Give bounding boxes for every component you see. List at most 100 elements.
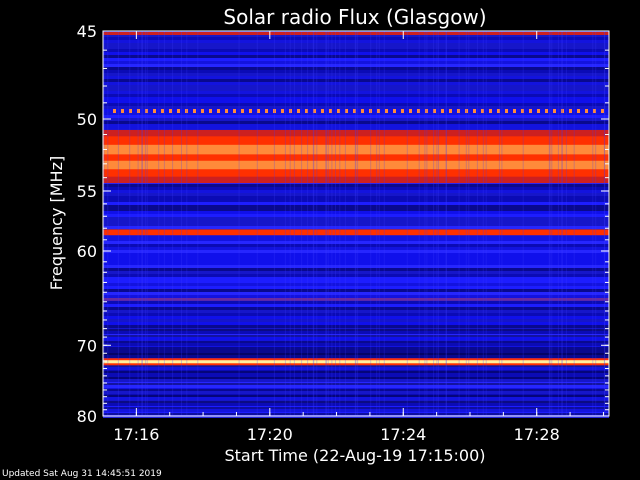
dot-marker	[145, 109, 148, 113]
y-tick-label: 60	[77, 242, 97, 261]
vertical-streak	[146, 31, 148, 416]
dot-marker	[569, 109, 572, 113]
background-row	[103, 289, 609, 292]
dot-marker	[177, 109, 180, 113]
background-row	[103, 193, 609, 196]
background-row	[103, 337, 609, 340]
vertical-streak	[354, 31, 356, 416]
background-row	[103, 244, 609, 247]
y-tick-label: 50	[77, 110, 97, 129]
dot-marker	[481, 109, 484, 113]
background-row	[103, 391, 609, 394]
dot-marker	[201, 109, 204, 113]
dot-marker	[433, 109, 436, 113]
dark-row	[103, 335, 609, 337]
background-row	[103, 343, 609, 346]
x-tick-label: 17:28	[514, 425, 560, 444]
background-row	[103, 94, 609, 97]
dot-marker	[521, 109, 524, 113]
background-row	[103, 331, 609, 334]
dot-marker	[121, 109, 124, 113]
background-row	[103, 37, 609, 40]
vertical-streak	[501, 31, 503, 416]
background-row	[103, 262, 609, 265]
background-row	[103, 304, 609, 307]
vertical-streak	[549, 31, 551, 416]
vertical-streak	[426, 31, 428, 416]
dot-marker	[369, 109, 372, 113]
dot-marker	[297, 109, 300, 113]
background-row	[103, 277, 609, 280]
background-row	[103, 196, 609, 199]
vertical-streak	[595, 31, 597, 416]
vertical-streak	[103, 31, 105, 416]
background-row	[103, 316, 609, 319]
background-row	[103, 409, 609, 412]
dot-marker	[185, 109, 188, 113]
x-tick-label: 17:20	[247, 425, 293, 444]
dot-marker	[281, 109, 284, 113]
vertical-streak	[312, 31, 314, 416]
dot-marker	[209, 109, 212, 113]
background-row	[103, 187, 609, 190]
vertical-streak	[284, 31, 286, 416]
background-row	[103, 190, 609, 193]
dark-row	[103, 389, 609, 391]
vertical-streak	[335, 31, 336, 416]
dot-marker	[545, 109, 548, 113]
dark-row	[103, 377, 609, 379]
update-timestamp: Updated Sat Aug 31 14:45:51 2019	[2, 469, 162, 479]
vertical-streak	[485, 31, 487, 416]
top-edge-band	[103, 32, 609, 35]
background-row	[103, 67, 609, 70]
emission-band	[103, 129, 609, 184]
background-row	[103, 259, 609, 262]
y-tick-label: 70	[77, 336, 97, 355]
dark-row	[103, 401, 609, 403]
vertical-streak	[561, 31, 563, 416]
vertical-streak	[482, 31, 484, 416]
vertical-streak	[357, 31, 359, 416]
dark-row	[103, 365, 609, 367]
background-row	[103, 271, 609, 274]
dot-marker	[137, 109, 140, 113]
vertical-streak	[172, 31, 174, 416]
background-row	[103, 250, 609, 253]
background-row	[103, 355, 609, 358]
dot-marker	[553, 109, 556, 113]
background-row	[103, 127, 609, 130]
dot-marker	[257, 109, 260, 113]
background-row	[103, 265, 609, 268]
background-row	[103, 253, 609, 256]
vertical-streak	[158, 31, 160, 416]
vertical-streak	[424, 31, 426, 416]
vertical-streak	[548, 31, 550, 416]
band-core	[103, 360, 609, 364]
dot-marker	[113, 109, 116, 113]
background-row	[103, 70, 609, 73]
vertical-streak	[436, 31, 438, 416]
dot-marker	[305, 109, 308, 113]
dot-marker	[513, 109, 516, 113]
band-core	[103, 229, 609, 236]
background-row	[103, 82, 609, 85]
background-row	[103, 223, 609, 226]
vertical-streak	[476, 31, 478, 416]
dot-marker	[161, 109, 164, 113]
dot-marker	[361, 109, 364, 113]
dot-marker	[313, 109, 316, 113]
background-row	[103, 118, 609, 121]
vertical-streak	[256, 31, 258, 416]
dot-marker	[169, 109, 172, 113]
vertical-streak	[301, 31, 303, 416]
dot-marker	[577, 109, 580, 113]
background-row	[103, 379, 609, 382]
y-axis-ticks: 45 50 55 60 70 80	[77, 22, 609, 426]
dot-marker	[401, 109, 404, 113]
vertical-streak	[181, 31, 182, 416]
dot-marker	[337, 109, 340, 113]
background-row	[103, 367, 609, 370]
dot-marker	[321, 109, 324, 113]
dot-marker	[329, 109, 332, 113]
